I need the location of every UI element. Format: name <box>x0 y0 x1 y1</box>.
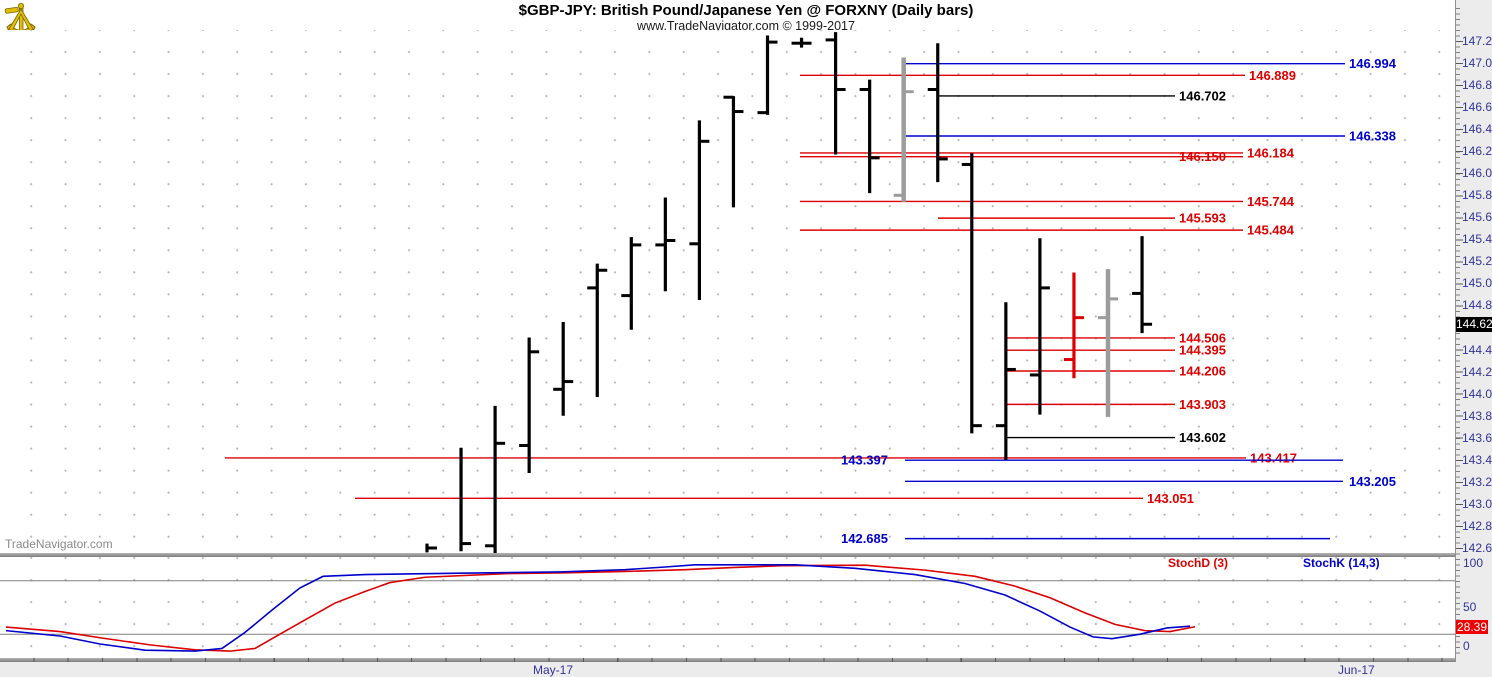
price-axis-tick: 146.600 <box>1462 100 1492 115</box>
price-chart: 146.994 146.889 146.702 146.338 146.184 146.1… <box>225 32 1397 553</box>
price-level-label: 143.417 <box>1250 450 1297 465</box>
date-label: May-17 <box>533 663 574 677</box>
price-level-label: 143.602 <box>1179 430 1226 445</box>
price-axis-tick: 143.800 <box>1462 408 1492 423</box>
price-level-label: 146.994 <box>1349 56 1397 71</box>
panel-separator <box>0 553 1455 557</box>
price-axis-tick: 146.000 <box>1462 166 1492 181</box>
stoch-axis-tick: 100 <box>1463 556 1484 570</box>
price-axis-tick: 143.000 <box>1462 496 1492 511</box>
stochd-line <box>5 564 1196 652</box>
watermark: TradeNavigator.com <box>5 537 113 551</box>
price-level-label: 146.338 <box>1349 129 1396 144</box>
price-axis-tick: 145.800 <box>1462 188 1492 203</box>
price-axis-tick: 144.200 <box>1462 364 1492 379</box>
price-level-label: 146.150 <box>1179 149 1226 164</box>
price-level-label: 146.184 <box>1247 145 1295 160</box>
price-level-label: 143.205 <box>1349 474 1396 489</box>
price-chart-panel[interactable]: 146.994 146.889 146.702 146.338 146.184 146.1… <box>0 30 1455 553</box>
price-level-label: 142.685 <box>841 531 888 546</box>
price-axis-tick: 143.400 <box>1462 452 1492 467</box>
price-axis-tick: 145.400 <box>1462 232 1492 247</box>
price-axis-tick: 142.600 <box>1462 540 1492 555</box>
stoch-axis-tick: 50 <box>1463 600 1477 614</box>
price-axis-tick: 143.600 <box>1462 430 1492 445</box>
price-axis-tick: 142.800 <box>1462 518 1492 533</box>
price-axis-tick: 144.800 <box>1462 298 1492 313</box>
date-label: Jun-17 <box>1338 663 1375 677</box>
stochastic-panel[interactable] <box>0 557 1455 658</box>
price-level-label: 145.484 <box>1247 223 1295 238</box>
price-axis-tick: 147.000 <box>1462 56 1492 71</box>
price-level-label: 144.506 <box>1179 330 1226 345</box>
stoch-value-box: 28.39 <box>1456 620 1488 634</box>
price-axis-tick: 146.800 <box>1462 78 1492 93</box>
price-axis-tick: 144.000 <box>1462 386 1492 401</box>
price-level-label: 143.397 <box>841 453 888 468</box>
price-axis-tick: 143.200 <box>1462 474 1492 489</box>
price-level-label: 145.593 <box>1179 211 1226 226</box>
price-level-label: 143.903 <box>1179 397 1226 412</box>
stochastic-chart <box>0 563 1455 652</box>
stoch-axis-tick: 0 <box>1463 639 1470 653</box>
price-level-label: 145.744 <box>1247 194 1295 209</box>
price-axis-tick: 146.200 <box>1462 144 1492 159</box>
price-level-label: 144.395 <box>1179 343 1226 358</box>
axis-major-ticks <box>1456 41 1463 550</box>
price-axis-tick: 147.200 <box>1462 34 1492 48</box>
price-axis: 100 50 0 28.39 147.200 147.000 146.800 146.… <box>1455 0 1492 662</box>
price-level-label: 144.206 <box>1179 363 1226 378</box>
date-axis: May-17 Jun-17 <box>0 662 1492 677</box>
price-axis-tick: 145.000 <box>1462 276 1492 291</box>
price-axis-tick: 146.400 <box>1462 122 1492 137</box>
price-axis-tick: 145.600 <box>1462 210 1492 225</box>
price-level-label: 143.051 <box>1147 491 1194 506</box>
price-axis-tick: 145.200 <box>1462 254 1492 269</box>
price-level-label: 146.702 <box>1179 88 1226 103</box>
last-price-box: 144.625 <box>1456 317 1492 332</box>
chart-title: $GBP-JPY: British Pound/Japanese Yen @ F… <box>518 2 974 19</box>
stochd-legend: StochD (3) <box>1168 556 1228 570</box>
price-level-label: 146.889 <box>1249 68 1296 83</box>
panel-separator <box>0 658 1455 662</box>
stochk-legend: StochK (14,3) <box>1303 556 1380 570</box>
price-axis-tick: 144.400 <box>1462 342 1492 357</box>
stochk-line <box>5 563 1191 652</box>
chart-subtitle: www.TradeNavigator.com © 1999-2017 <box>637 19 855 33</box>
